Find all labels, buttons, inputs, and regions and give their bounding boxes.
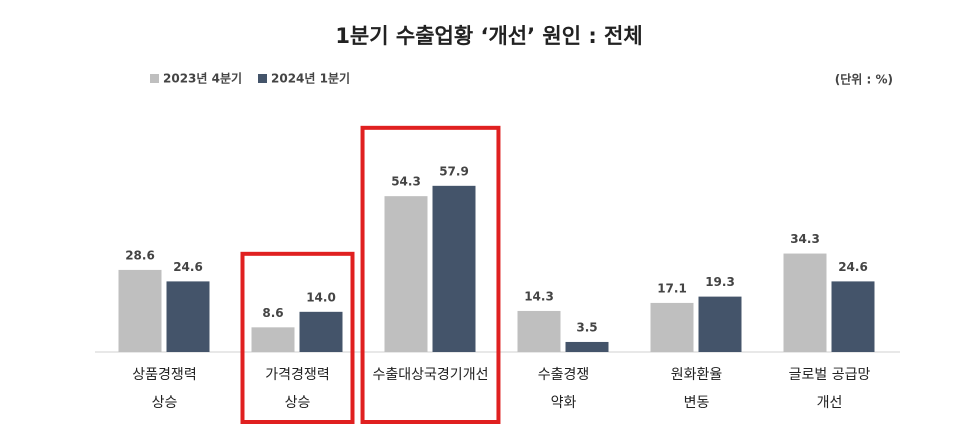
- value-label: 28.6: [125, 248, 155, 262]
- value-label: 24.6: [173, 260, 203, 274]
- bar: [166, 281, 210, 352]
- value-label: 54.3: [391, 175, 421, 189]
- chart-title: 1분기 수출업황 ‘개선’ 원인 : 전체: [335, 24, 642, 48]
- value-label: 14.3: [524, 289, 554, 303]
- value-label: 24.6: [838, 260, 868, 274]
- legend-swatch: [258, 74, 267, 83]
- legend-swatch: [150, 74, 159, 83]
- bar: [650, 302, 694, 352]
- x-tick-label: 상승: [152, 395, 178, 411]
- bar: [384, 196, 428, 352]
- bar: [831, 281, 875, 352]
- highlight-box: [240, 251, 355, 424]
- highlight-box: [360, 125, 501, 425]
- x-tick-label: 상품경쟁력: [132, 367, 196, 383]
- bar: [251, 327, 295, 352]
- value-label: 8.6: [262, 306, 283, 320]
- bar: [299, 311, 343, 352]
- x-tick-label: 원화환율: [671, 367, 723, 383]
- bar: [517, 310, 561, 352]
- x-tick-label: 개선: [817, 395, 843, 411]
- value-label: 57.9: [439, 164, 469, 178]
- legend-label: 2023년 4분기: [163, 71, 242, 86]
- legend-label: 2024년 1분기: [271, 71, 350, 86]
- x-tick-label: 약화: [551, 395, 577, 411]
- x-tick-label: 변동: [684, 395, 710, 411]
- value-label: 19.3: [705, 275, 735, 289]
- bar: [698, 296, 742, 352]
- x-tick-label: 상승: [285, 395, 311, 411]
- x-tick-label: 수출경쟁: [538, 367, 590, 383]
- value-label: 17.1: [657, 281, 687, 295]
- value-label: 14.0: [306, 290, 336, 304]
- bar: [118, 269, 162, 352]
- x-tick-label: 글로벌 공급망: [789, 367, 871, 383]
- bar: [432, 185, 476, 352]
- bar: [783, 253, 827, 352]
- unit-note: (단위 : %): [835, 72, 893, 87]
- bar: [565, 341, 609, 352]
- x-tick-label: 가격경쟁력: [265, 367, 329, 383]
- x-tick-label: 수출대상국경기개선: [373, 367, 489, 383]
- value-label: 34.3: [790, 232, 820, 246]
- value-label: 3.5: [576, 320, 597, 334]
